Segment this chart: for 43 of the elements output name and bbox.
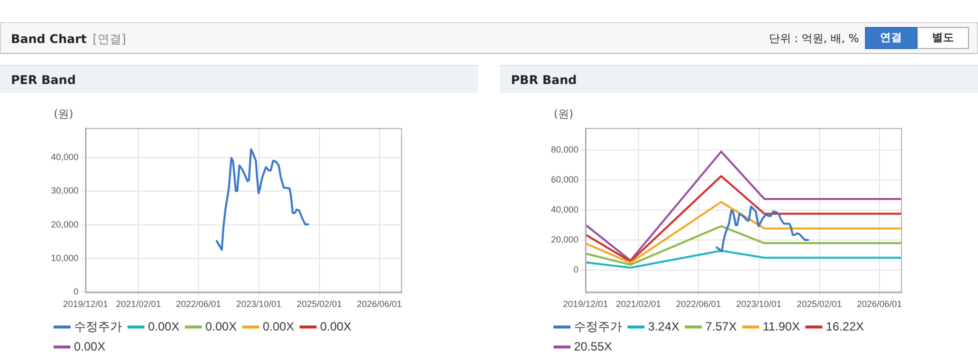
text: 별도 [917,27,969,49]
x-tick-label: 2023/10/01 [236,299,282,310]
x-tick-label: 2023/10/01 [736,299,782,310]
y-tick-label: 30,000 [50,186,79,196]
legend-label: 16.22X [826,319,864,334]
x-tick-label: 2019/12/01 [63,299,108,310]
x-tick-label: 2025/02/01 [296,299,342,310]
legend-label: 0.00X [320,319,352,334]
x-tick-label: 2025/02/01 [796,299,842,310]
y-axis-title: (원) [54,107,74,120]
y-tick-label: 0 [74,286,79,297]
legend-label: 수정주가 [574,319,622,334]
legend-label: 11.90X [762,319,800,334]
x-tick-label: 2026/06/01 [356,299,402,310]
text: [연결] [92,32,126,46]
legend-label: 3.24X [648,319,680,334]
x-tick-label: 2021/02/01 [616,299,662,310]
text: Band Chart [11,32,87,46]
legend-label: 7.57X [705,319,737,334]
x-tick-label: 2019/12/01 [563,299,608,310]
y-tick-label: 40,000 [550,204,579,215]
chart-title: PER Band [0,65,478,93]
y-tick-label: 0 [574,264,579,275]
x-tick-label: 2022/06/01 [676,299,722,310]
y-tick-label: 20,000 [550,234,579,245]
legend-label: 0.00X [205,319,237,334]
x-tick-label: 2026/06/01 [856,299,902,310]
x-tick-label: 2022/06/01 [176,299,222,310]
text: 단위 : 억원, 배, % [768,30,859,46]
legend-label: 0.00X [74,339,106,354]
text: 연결 [865,27,917,49]
y-tick-label: 20,000 [50,219,79,230]
y-axis-title: (원) [554,107,574,120]
y-tick-label: 40,000 [50,152,79,162]
x-tick-label: 2021/02/01 [116,299,162,310]
chart-title: PBR Band [500,65,978,93]
legend-label: 0.00X [148,319,180,334]
y-tick-label: 80,000 [550,144,579,154]
legend-label: 수정주가 [74,319,122,334]
legend-label: 0.00X [262,319,294,334]
y-tick-label: 60,000 [550,174,579,185]
y-tick-label: 10,000 [50,252,79,263]
legend-label: 20.55X [574,339,612,354]
